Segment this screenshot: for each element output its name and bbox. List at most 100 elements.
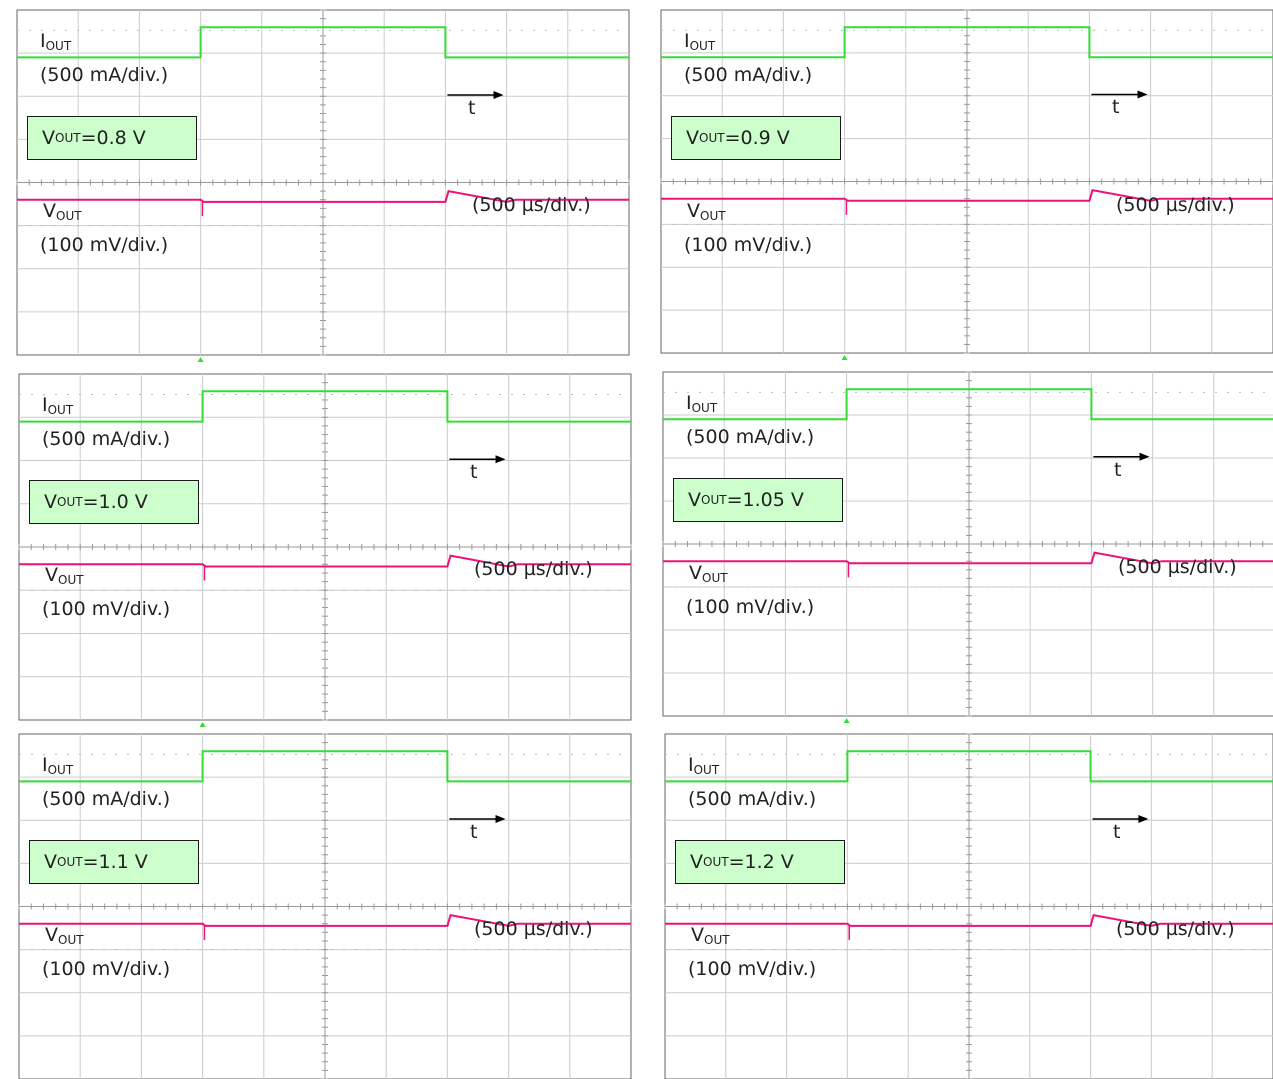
time-arrow-head bbox=[1139, 452, 1150, 461]
iout-scale-text: (500 mA/div.) bbox=[686, 426, 815, 448]
vout-scale-text: (100 mV/div.) bbox=[684, 234, 813, 256]
iout-symbol: I bbox=[684, 30, 690, 52]
scope-panel-1: IOUT (500 mA/div.) VOUT (100 mV/div.) t (500 … bbox=[16, 9, 630, 362]
iout-trace bbox=[665, 750, 1273, 783]
vout-setting-symbol: V bbox=[42, 127, 55, 149]
vout-symbol: V bbox=[687, 200, 700, 222]
iout-label: IOUT bbox=[42, 394, 73, 417]
iout-subscript: OUT bbox=[45, 39, 72, 53]
vout-label: VOUT bbox=[43, 202, 82, 223]
iout-symbol: I bbox=[686, 392, 692, 414]
iout-symbol: I bbox=[40, 30, 46, 52]
vout-scale: (100 mV/div.) bbox=[686, 598, 814, 617]
vout-setting-value: =0.9 V bbox=[724, 127, 790, 149]
vout-symbol: V bbox=[689, 562, 702, 584]
time-arrow-head bbox=[495, 455, 506, 464]
iout-label: IOUT bbox=[684, 30, 715, 53]
scope-screen bbox=[660, 9, 1273, 360]
time-scale: (500 µs/div.) bbox=[1116, 918, 1235, 940]
scope-panel-5: IOUT (500 mA/div.) VOUT (100 mV/div.) t (500 … bbox=[18, 733, 632, 1079]
scope-screen bbox=[662, 371, 1273, 723]
vout-label: VOUT bbox=[45, 924, 84, 947]
time-symbol: t bbox=[469, 461, 478, 484]
vout-subscript: OUT bbox=[700, 209, 726, 223]
vout-setting-subscript: OUT bbox=[701, 493, 727, 507]
iout-subscript: OUT bbox=[47, 763, 74, 777]
vout-setting-symbol: V bbox=[686, 127, 699, 149]
iout-scale: (500 mA/div.) bbox=[42, 790, 170, 809]
iout-symbol: I bbox=[688, 754, 694, 776]
iout-scale: (500 mA/div.) bbox=[684, 66, 812, 85]
time-symbol: t bbox=[1111, 96, 1120, 119]
iout-trace bbox=[19, 390, 631, 423]
vout-setting-value: =1.0 V bbox=[82, 491, 148, 513]
vout-setting-subscript: OUT bbox=[57, 855, 83, 869]
vout-subscript: OUT bbox=[702, 571, 728, 585]
vout-setting-symbol: V bbox=[690, 851, 703, 873]
time-arrow-head bbox=[1137, 90, 1148, 99]
vout-setting-box: V OUT =1.1 V bbox=[29, 840, 199, 884]
vout-scale: (100 mV/div.) bbox=[40, 236, 168, 255]
vout-subscript: OUT bbox=[58, 573, 84, 587]
time-symbol: t bbox=[467, 96, 476, 119]
time-scale: (500 µs/div.) bbox=[474, 918, 593, 940]
time-symbol: t bbox=[1112, 820, 1121, 843]
time-arrow-head bbox=[1138, 814, 1149, 823]
vout-subscript: OUT bbox=[704, 933, 730, 947]
iout-scale-text: (500 mA/div.) bbox=[684, 64, 813, 86]
scope-panel-3: IOUT (500 mA/div.) VOUT (100 mV/div.) t (500 … bbox=[18, 373, 632, 727]
iout-scale: (500 mA/div.) bbox=[40, 66, 168, 85]
vout-trace bbox=[661, 188, 1273, 202]
iout-trace bbox=[663, 388, 1273, 421]
iout-trace bbox=[661, 26, 1273, 59]
vout-subscript: OUT bbox=[56, 209, 82, 223]
vout-scale-text: (100 mV/div.) bbox=[40, 234, 169, 256]
scope-screen bbox=[18, 733, 632, 1079]
vout-setting-value: =1.1 V bbox=[82, 851, 148, 873]
iout-label: IOUT bbox=[42, 754, 74, 777]
vout-symbol: V bbox=[45, 924, 58, 946]
vout-setting-box: V OUT =0.8 V bbox=[27, 116, 197, 160]
scope-screen bbox=[664, 733, 1273, 1079]
vout-setting-subscript: OUT bbox=[55, 131, 81, 145]
time-symbol: t bbox=[469, 820, 478, 843]
iout-symbol: I bbox=[42, 754, 48, 776]
time-arrow-head bbox=[495, 814, 506, 823]
trigger-marker bbox=[841, 355, 848, 360]
vout-trace bbox=[663, 551, 1273, 565]
trigger-marker bbox=[199, 722, 206, 727]
time-scale: (500 µs/div.) bbox=[1116, 194, 1235, 216]
scope-panel-6: IOUT (500 mA/div.) VOUT (100 mV/div.) t (500 … bbox=[664, 733, 1273, 1079]
time-symbol: t bbox=[1113, 458, 1122, 481]
time-scale: (500 µs/div.) bbox=[1118, 556, 1237, 578]
time-scale: (500 µs/div.) bbox=[474, 558, 593, 580]
vout-setting-box: V OUT =0.9 V bbox=[671, 116, 841, 160]
iout-trace bbox=[17, 26, 629, 59]
iout-subscript: OUT bbox=[693, 763, 720, 777]
iout-label: IOUT bbox=[686, 392, 717, 415]
iout-scale-text: (500 mA/div.) bbox=[688, 788, 817, 810]
scope-panel-4: IOUT (500 mA/div.) VOUT (100 mV/div.) t (500 … bbox=[662, 371, 1273, 723]
vout-scale: (100 mV/div.) bbox=[42, 600, 170, 619]
iout-scale: (500 mA/div.) bbox=[688, 790, 816, 809]
iout-scale-text: (500 mA/div.) bbox=[40, 64, 169, 86]
vout-setting-symbol: V bbox=[688, 489, 701, 511]
vout-scale: (100 mV/div.) bbox=[688, 960, 816, 979]
iout-symbol: I bbox=[42, 394, 48, 416]
vout-setting-subscript: OUT bbox=[703, 855, 729, 869]
vout-setting-box: V OUT =1.2 V bbox=[675, 840, 845, 884]
vout-scale: (100 mV/div.) bbox=[684, 236, 812, 255]
iout-scale-text: (500 mA/div.) bbox=[42, 428, 171, 450]
vout-scale: (100 mV/div.) bbox=[42, 960, 170, 979]
vout-label: VOUT bbox=[689, 562, 728, 585]
scope-screen bbox=[16, 9, 630, 362]
vout-trace bbox=[665, 913, 1273, 927]
vout-scale-text: (100 mV/div.) bbox=[42, 598, 171, 620]
vout-scale-text: (100 mV/div.) bbox=[42, 958, 171, 980]
vout-setting-symbol: V bbox=[44, 851, 57, 873]
vout-symbol: V bbox=[45, 564, 58, 586]
iout-label: IOUT bbox=[40, 30, 72, 53]
iout-scale-text: (500 mA/div.) bbox=[42, 788, 171, 810]
vout-label: VOUT bbox=[691, 926, 730, 947]
vout-setting-value: =1.2 V bbox=[728, 851, 794, 873]
